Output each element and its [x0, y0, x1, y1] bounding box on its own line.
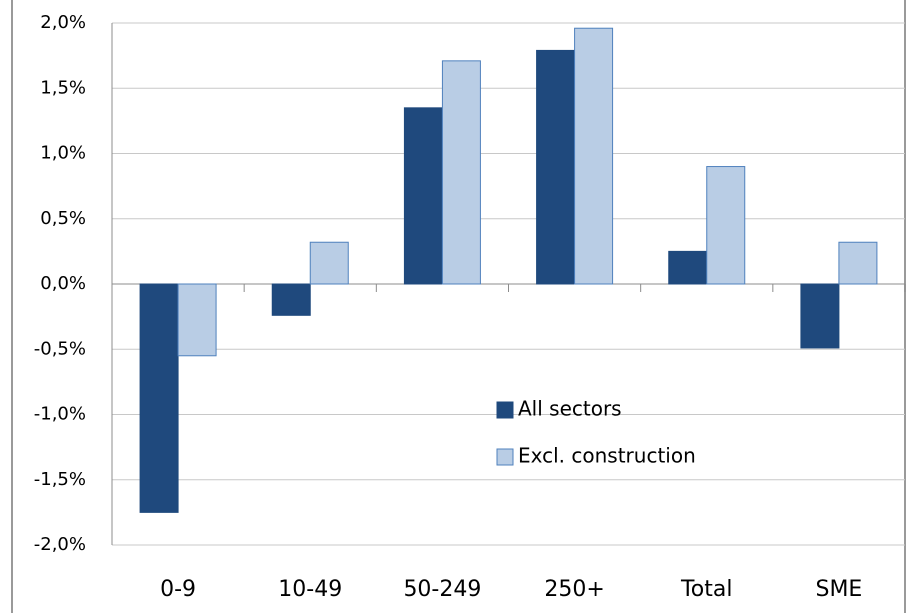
bar: [668, 250, 708, 285]
bar: [706, 166, 746, 285]
y-tick-label: -1,5%: [34, 469, 86, 490]
legend-label: Excl. construction: [518, 444, 696, 468]
y-tick-label: 0,5%: [40, 208, 86, 229]
y-tick-label: -2,0%: [34, 534, 86, 555]
x-tick-label: Total: [680, 577, 732, 602]
bar: [536, 49, 576, 285]
legend-swatch: [496, 401, 514, 419]
y-tick-label: 1,5%: [40, 77, 86, 98]
x-tick-label: 10-49: [278, 577, 342, 602]
y-tick-label: 2,0%: [40, 12, 86, 33]
x-tick-label: 250+: [544, 577, 604, 602]
x-tick-label: SME: [815, 577, 862, 602]
bar: [403, 107, 443, 285]
bar: [271, 283, 311, 316]
x-tick-label: 50-249: [403, 577, 481, 602]
y-tick-label: 0,0%: [40, 273, 86, 294]
y-tick-label: -0,5%: [34, 338, 86, 359]
bar: [441, 60, 481, 285]
bar: [574, 27, 614, 285]
bar: [177, 283, 217, 357]
bar: [139, 283, 179, 513]
bar: [838, 241, 878, 285]
legend-label: All sectors: [518, 397, 622, 421]
y-tick-label: -1,0%: [34, 404, 86, 425]
x-tick-label: 0-9: [160, 577, 196, 602]
y-tick-label: 1,0%: [40, 143, 86, 164]
bar: [309, 241, 349, 285]
legend-swatch: [496, 448, 514, 466]
bar: [800, 283, 840, 349]
